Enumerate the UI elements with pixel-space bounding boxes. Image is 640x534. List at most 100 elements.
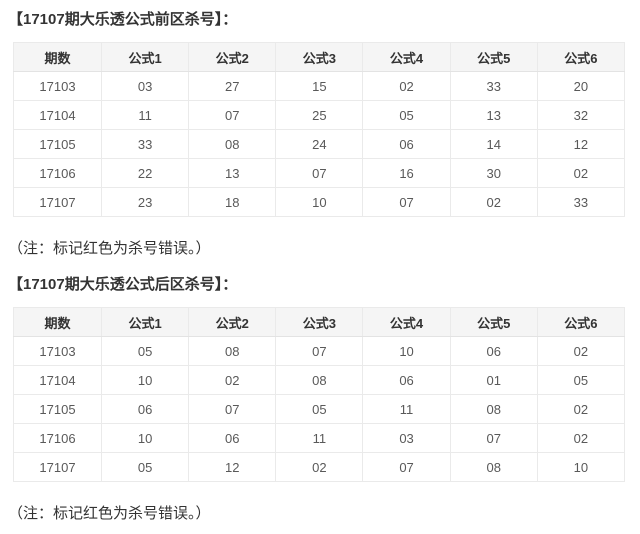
value-cell: 08 (188, 129, 277, 159)
period-cell: 17107 (13, 452, 102, 482)
value-cell: 33 (100, 129, 190, 159)
column-header-formula3: 公式3 (275, 307, 364, 337)
period-cell: 17103 (13, 71, 102, 101)
value-cell: 02 (449, 187, 538, 217)
value-cell: 10 (100, 365, 190, 395)
column-header-formula2: 公式2 (188, 307, 277, 337)
column-header-formula2: 公式2 (188, 42, 277, 72)
value-cell: 12 (188, 452, 277, 482)
period-cell: 17103 (13, 336, 102, 366)
value-cell: 08 (188, 336, 277, 366)
value-cell: 06 (362, 365, 451, 395)
front-zone-note: （注：标记红色为杀号错误。） (8, 240, 211, 257)
column-header-formula1: 公式1 (100, 42, 190, 72)
column-header-formula6: 公式6 (536, 42, 626, 72)
value-cell: 10 (362, 336, 451, 366)
value-cell: 07 (275, 158, 364, 188)
value-cell: 07 (362, 452, 451, 482)
back-zone-note: （注：标记红色为杀号错误。） (8, 505, 211, 522)
value-cell: 06 (449, 336, 538, 366)
value-cell: 18 (188, 187, 277, 217)
value-cell: 32 (536, 100, 626, 130)
back-zone-title: 【17107期大乐透公式后区杀号】： (8, 276, 238, 293)
header-row: 期数 公式1 公式2 公式3 公式4 公式5 公式6 (13, 42, 626, 72)
value-cell: 08 (275, 365, 364, 395)
value-cell: 01 (449, 365, 538, 395)
value-cell: 11 (100, 100, 190, 130)
value-cell: 08 (449, 394, 538, 424)
value-cell: 02 (362, 71, 451, 101)
table-row: 17105 06 07 05 11 08 02 (13, 394, 626, 424)
value-cell: 10 (100, 423, 190, 453)
value-cell: 08 (449, 452, 538, 482)
value-cell: 13 (449, 100, 538, 130)
value-cell: 23 (100, 187, 190, 217)
value-cell: 02 (536, 158, 626, 188)
value-cell: 06 (362, 129, 451, 159)
value-cell: 20 (536, 71, 626, 101)
value-cell: 14 (449, 129, 538, 159)
table-row: 17104 11 07 25 05 13 32 (13, 100, 626, 130)
period-cell: 17104 (13, 365, 102, 395)
value-cell: 02 (536, 394, 626, 424)
column-header-formula5: 公式5 (449, 42, 538, 72)
value-cell: 11 (362, 394, 451, 424)
table-row: 17107 05 12 02 07 08 10 (13, 452, 626, 482)
value-cell: 15 (275, 71, 364, 101)
value-cell: 06 (100, 394, 190, 424)
back-zone-table: 期数 公式1 公式2 公式3 公式4 公式5 公式6 17103 05 08 0… (13, 307, 626, 482)
value-cell: 22 (100, 158, 190, 188)
value-cell: 27 (188, 71, 277, 101)
column-header-formula5: 公式5 (449, 307, 538, 337)
value-cell: 33 (536, 187, 626, 217)
period-cell: 17106 (13, 158, 102, 188)
table-row: 17103 03 27 15 02 33 20 (13, 71, 626, 101)
front-zone-table: 期数 公式1 公式2 公式3 公式4 公式5 公式6 17103 03 27 1… (13, 42, 626, 217)
value-cell: 05 (536, 365, 626, 395)
value-cell: 24 (275, 129, 364, 159)
period-cell: 17105 (13, 129, 102, 159)
value-cell: 07 (362, 187, 451, 217)
value-cell: 02 (188, 365, 277, 395)
value-cell: 02 (536, 423, 626, 453)
value-cell: 33 (449, 71, 538, 101)
value-cell: 05 (100, 452, 190, 482)
column-header-formula4: 公式4 (362, 42, 451, 72)
column-header-period: 期数 (13, 307, 102, 337)
value-cell: 06 (188, 423, 277, 453)
value-cell: 10 (275, 187, 364, 217)
value-cell: 12 (536, 129, 626, 159)
column-header-formula1: 公式1 (100, 307, 190, 337)
value-cell: 05 (100, 336, 190, 366)
value-cell: 07 (188, 100, 277, 130)
value-cell: 03 (100, 71, 190, 101)
table-row: 17104 10 02 08 06 01 05 (13, 365, 626, 395)
value-cell: 16 (362, 158, 451, 188)
column-header-formula4: 公式4 (362, 307, 451, 337)
value-cell: 02 (536, 336, 626, 366)
table-row: 17107 23 18 10 07 02 33 (13, 187, 626, 217)
table-row: 17105 33 08 24 06 14 12 (13, 129, 626, 159)
value-cell: 13 (188, 158, 277, 188)
value-cell: 05 (362, 100, 451, 130)
value-cell: 10 (536, 452, 626, 482)
table-row: 17106 10 06 11 03 07 02 (13, 423, 626, 453)
period-cell: 17106 (13, 423, 102, 453)
value-cell: 25 (275, 100, 364, 130)
table-row: 17106 22 13 07 16 30 02 (13, 158, 626, 188)
value-cell: 05 (275, 394, 364, 424)
value-cell: 11 (275, 423, 364, 453)
value-cell: 03 (362, 423, 451, 453)
value-cell: 07 (449, 423, 538, 453)
header-row: 期数 公式1 公式2 公式3 公式4 公式5 公式6 (13, 307, 626, 337)
column-header-period: 期数 (13, 42, 102, 72)
column-header-formula3: 公式3 (275, 42, 364, 72)
table-row: 17103 05 08 07 10 06 02 (13, 336, 626, 366)
value-cell: 02 (275, 452, 364, 482)
value-cell: 07 (188, 394, 277, 424)
value-cell: 30 (449, 158, 538, 188)
front-zone-title: 【17107期大乐透公式前区杀号】： (8, 11, 238, 28)
column-header-formula6: 公式6 (536, 307, 626, 337)
period-cell: 17107 (13, 187, 102, 217)
period-cell: 17104 (13, 100, 102, 130)
